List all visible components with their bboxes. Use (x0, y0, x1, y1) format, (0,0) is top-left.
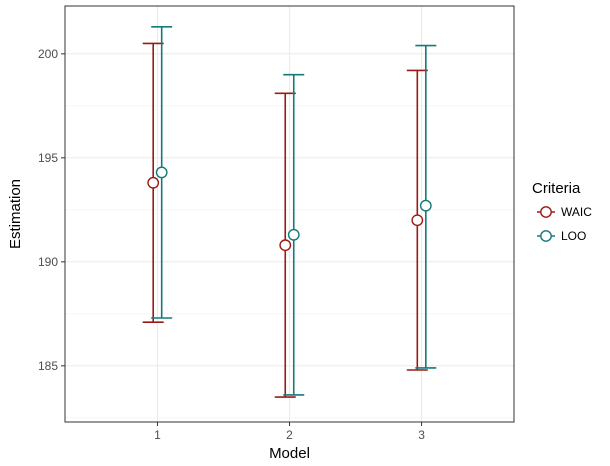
legend-key-point (540, 230, 552, 242)
grid-major (65, 6, 514, 422)
legend: Criteria WAIC LOO (532, 180, 592, 243)
legend-item-waic: WAIC (537, 205, 592, 219)
x-tick-label: 3 (418, 428, 425, 442)
data-point-loo (155, 166, 168, 179)
series-waic (142, 42, 428, 398)
y-axis: 185 190 195 200 (38, 47, 65, 373)
data-point-loo (287, 228, 300, 241)
legend-key-point (540, 206, 552, 218)
data-point-waic (411, 214, 424, 227)
y-tick-label: 185 (38, 359, 58, 373)
data-point-loo (419, 199, 432, 212)
y-axis-title: Estimation (7, 179, 24, 249)
y-tick-label: 200 (38, 47, 58, 61)
data-point-waic (147, 176, 160, 189)
x-tick-label: 1 (154, 428, 161, 442)
x-axis: 1 2 3 (154, 422, 425, 442)
y-tick-label: 190 (38, 255, 58, 269)
x-tick-label: 2 (286, 428, 293, 442)
series-loo (151, 25, 437, 396)
legend-label: WAIC (561, 205, 592, 219)
legend-label: LOO (561, 229, 586, 243)
legend-item-loo: LOO (537, 229, 586, 243)
legend-title: Criteria (532, 180, 581, 197)
x-axis-title: Model (269, 445, 310, 462)
chart-marks (142, 25, 437, 398)
data-point-waic (279, 239, 292, 252)
y-tick-label: 195 (38, 151, 58, 165)
legend-items: WAIC LOO (537, 205, 592, 243)
